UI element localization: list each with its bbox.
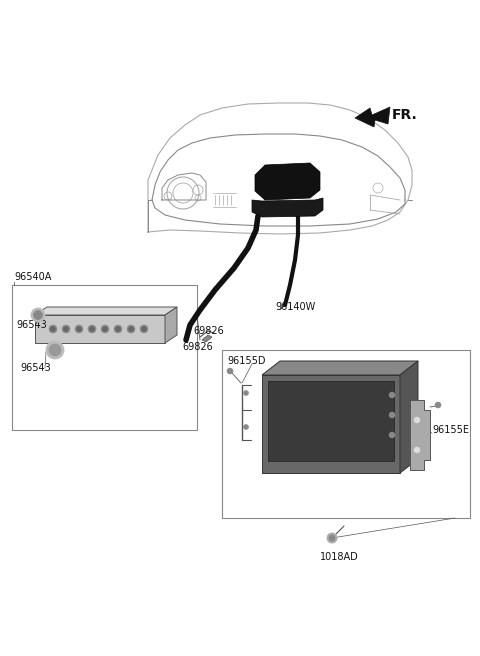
Circle shape <box>101 325 109 333</box>
Circle shape <box>50 327 56 331</box>
Circle shape <box>435 402 441 408</box>
Text: FR.: FR. <box>392 108 418 122</box>
Polygon shape <box>35 307 177 315</box>
Polygon shape <box>255 163 320 200</box>
Circle shape <box>414 447 420 453</box>
Circle shape <box>31 308 45 322</box>
Circle shape <box>88 325 96 333</box>
Circle shape <box>75 325 83 333</box>
Circle shape <box>103 327 108 331</box>
Polygon shape <box>355 107 390 127</box>
Polygon shape <box>202 335 212 342</box>
Circle shape <box>46 341 64 359</box>
Bar <box>268 381 394 461</box>
Circle shape <box>142 327 146 331</box>
Circle shape <box>129 327 133 331</box>
Text: 96543: 96543 <box>16 320 47 330</box>
Bar <box>222 350 470 518</box>
Polygon shape <box>252 198 323 217</box>
Circle shape <box>76 327 82 331</box>
Text: 69826: 69826 <box>193 326 224 336</box>
Circle shape <box>114 325 122 333</box>
Text: 96155D: 96155D <box>227 356 265 366</box>
Circle shape <box>389 432 395 438</box>
Text: 96543: 96543 <box>20 363 51 373</box>
Polygon shape <box>400 361 418 473</box>
Polygon shape <box>262 361 418 375</box>
Circle shape <box>63 327 69 331</box>
Circle shape <box>389 412 395 418</box>
Circle shape <box>243 390 249 396</box>
Text: 96540A: 96540A <box>14 272 51 282</box>
Circle shape <box>116 327 120 331</box>
Circle shape <box>89 327 95 331</box>
Circle shape <box>243 424 249 430</box>
Circle shape <box>49 325 57 333</box>
Polygon shape <box>165 307 177 343</box>
Circle shape <box>62 325 70 333</box>
Circle shape <box>414 417 420 423</box>
Circle shape <box>34 310 43 319</box>
Circle shape <box>327 533 337 543</box>
Text: 96140W: 96140W <box>275 302 315 312</box>
Text: 69826: 69826 <box>182 342 213 352</box>
Polygon shape <box>410 400 430 470</box>
Polygon shape <box>262 375 400 473</box>
Circle shape <box>329 535 335 541</box>
Circle shape <box>127 325 135 333</box>
Circle shape <box>140 325 148 333</box>
Text: 96155E: 96155E <box>432 425 469 435</box>
Text: 1018AD: 1018AD <box>320 552 359 562</box>
Circle shape <box>49 344 61 356</box>
Bar <box>12 285 197 430</box>
Circle shape <box>227 368 233 374</box>
Circle shape <box>389 392 395 398</box>
Polygon shape <box>35 315 165 343</box>
